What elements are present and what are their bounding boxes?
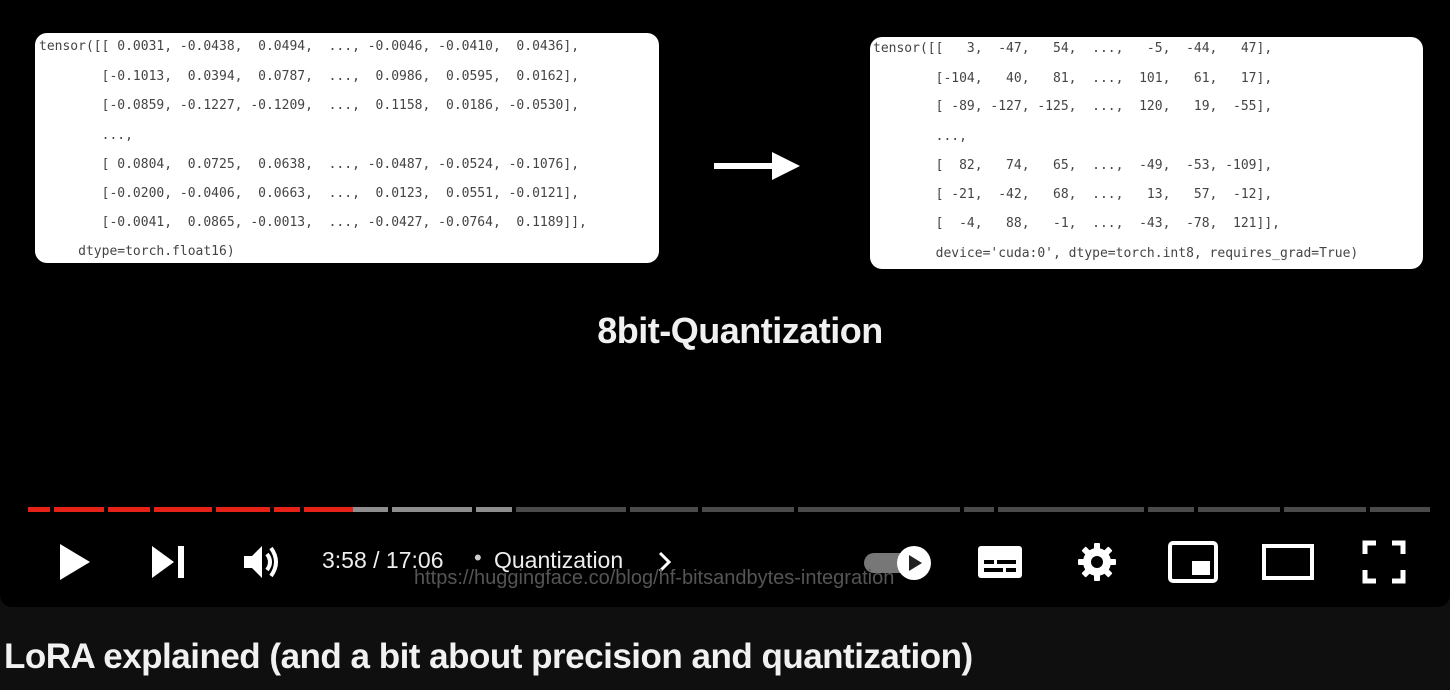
video-title: LoRA explained (and a bit about precisio… [4,637,973,676]
progress-unplayed-segment[interactable] [998,507,1144,512]
right-arrow-icon [714,152,800,180]
progress-played-segment[interactable] [154,507,212,512]
progress-unplayed-segment[interactable] [964,507,994,512]
progress-unplayed-segment[interactable] [1198,507,1280,512]
code-line: ..., [873,129,967,144]
volume-icon[interactable] [242,542,282,582]
progress-unplayed-segment[interactable] [798,507,960,512]
subtitles-icon[interactable] [977,543,1023,581]
code-line: [ -4, 88, -1, ..., -43, -78, 121]], [873,216,1280,231]
progress-unplayed-segment[interactable] [1148,507,1194,512]
progress-bar[interactable] [28,507,1430,513]
code-line: [-0.0859, -0.1227, -0.1209, ..., 0.1158,… [39,98,580,113]
theater-mode-icon[interactable] [1262,544,1314,580]
progress-played-segment[interactable] [108,507,150,512]
progress-buffered-segment[interactable] [353,507,388,512]
progress-unplayed-segment[interactable] [1284,507,1366,512]
code-line: [ -21, -42, 68, ..., 13, 57, -12], [873,187,1273,202]
progress-unplayed-segment[interactable] [1370,507,1430,512]
slide-url-overlay: https://huggingface.co/blog/hf-bitsandby… [414,567,895,589]
progress-unplayed-segment[interactable] [516,507,626,512]
next-icon[interactable] [150,544,186,580]
miniplayer-icon[interactable] [1168,541,1218,583]
progress-buffered-segment[interactable] [392,507,472,512]
code-line: [-104, 40, 81, ..., 101, 61, 17], [873,71,1273,86]
code-line: dtype=torch.float16) [39,244,235,259]
fullscreen-icon[interactable] [1362,540,1406,584]
code-line: [ 0.0804, 0.0725, 0.0638, ..., -0.0487, … [39,157,580,172]
code-line: [ -89, -127, -125, ..., 120, 19, -55], [873,99,1273,114]
chapter-separator-dot: • [474,545,482,570]
progress-played-segment[interactable] [216,507,270,512]
chevron-right-icon[interactable] [654,550,674,574]
code-line: [-0.0041, 0.0865, -0.0013, ..., -0.0427,… [39,215,587,230]
progress-unplayed-segment[interactable] [630,507,698,512]
code-line: device='cuda:0', dtype=torch.int8, requi… [873,246,1359,261]
progress-buffered-segment[interactable] [476,507,512,512]
chapter-title-button[interactable]: Quantization [494,547,624,573]
play-icon[interactable] [56,542,94,582]
slide-title: 8bit-Quantization [597,310,883,351]
code-line: [ 82, 74, 65, ..., -49, -53, -109], [873,158,1273,173]
progress-played-segment[interactable] [304,507,354,512]
code-line: [-0.0200, -0.0406, 0.0663, ..., 0.0123, … [39,186,580,201]
code-line: [-0.1013, 0.0394, 0.0787, ..., 0.0986, 0… [39,69,580,84]
progress-played-segment[interactable] [28,507,50,512]
settings-gear-icon[interactable] [1076,541,1118,583]
progress-unplayed-segment[interactable] [702,507,794,512]
code-line: tensor([[ 0.0031, -0.0438, 0.0494, ..., … [39,39,580,54]
progress-played-segment[interactable] [54,507,104,512]
video-player[interactable]: tensor([[ 0.0031, -0.0438, 0.0494, ..., … [0,0,1450,607]
autoplay-toggle-icon[interactable] [864,543,936,583]
player-controls: 3:58 / 17:06 • Quantization [0,530,1450,594]
time-display: 3:58 / 17:06 [322,547,444,573]
float16-tensor-box: tensor([[ 0.0031, -0.0438, 0.0494, ..., … [35,33,659,263]
code-line: tensor([[ 3, -47, 54, ..., -5, -44, 47], [873,41,1273,56]
int8-tensor-box: tensor([[ 3, -47, 54, ..., -5, -44, 47],… [870,37,1423,269]
progress-played-segment[interactable] [274,507,300,512]
code-line: ..., [39,128,133,143]
